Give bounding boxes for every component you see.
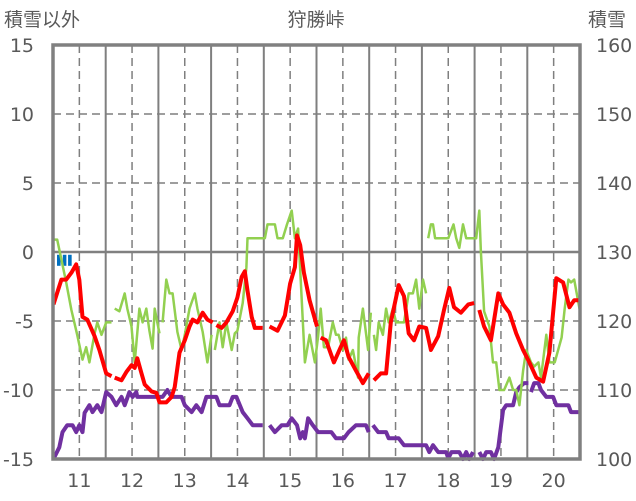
grid <box>53 45 580 459</box>
x-tick-label: 14 <box>225 470 249 492</box>
bar-series <box>56 254 72 266</box>
line-series <box>51 209 581 461</box>
x-tick-label: 15 <box>278 470 302 492</box>
y-right-tick-label: 110 <box>596 380 632 402</box>
y-left-tick-label: 15 <box>10 35 34 57</box>
x-tick-label: 17 <box>383 470 407 492</box>
x-tick-label: 12 <box>120 470 144 492</box>
y-right-tick-label: 160 <box>596 35 632 57</box>
bar-blue <box>68 254 72 266</box>
y-left-tick-label: 0 <box>22 242 34 264</box>
y-left-tick-label: -15 <box>3 449 34 471</box>
plot-frame <box>51 43 582 461</box>
right-axis-title: 積雪 <box>588 9 626 31</box>
y-left-tick-label: -5 <box>15 311 34 333</box>
x-tick-label: 20 <box>542 470 566 492</box>
y-right-tick-label: 120 <box>596 311 632 333</box>
bar-blue <box>62 254 67 266</box>
y-left-tick-label: -10 <box>3 380 34 402</box>
left-axis-title: 積雪以外 <box>4 9 80 31</box>
tick-labels: 15 10 5 0 -5 -10 -15 160 150 140 130 120 110 100 11 12 1… <box>3 35 632 492</box>
x-tick-label: 13 <box>173 470 197 492</box>
series-line-purple <box>51 381 580 461</box>
y-left-tick-label: 10 <box>10 104 34 126</box>
chart-title: 狩勝峠 <box>287 9 344 31</box>
x-tick-label: 18 <box>436 470 460 492</box>
y-right-tick-label: 140 <box>596 173 632 195</box>
x-tick-label: 11 <box>67 470 91 492</box>
y-left-tick-label: 5 <box>22 173 34 195</box>
bar-blue <box>56 254 61 266</box>
y-right-tick-label: 150 <box>596 104 632 126</box>
x-tick-label: 16 <box>331 470 355 492</box>
series-line-red <box>51 233 580 405</box>
y-right-tick-label: 100 <box>596 449 632 471</box>
x-tick-label: 19 <box>489 470 513 492</box>
y-right-tick-label: 130 <box>596 242 632 264</box>
